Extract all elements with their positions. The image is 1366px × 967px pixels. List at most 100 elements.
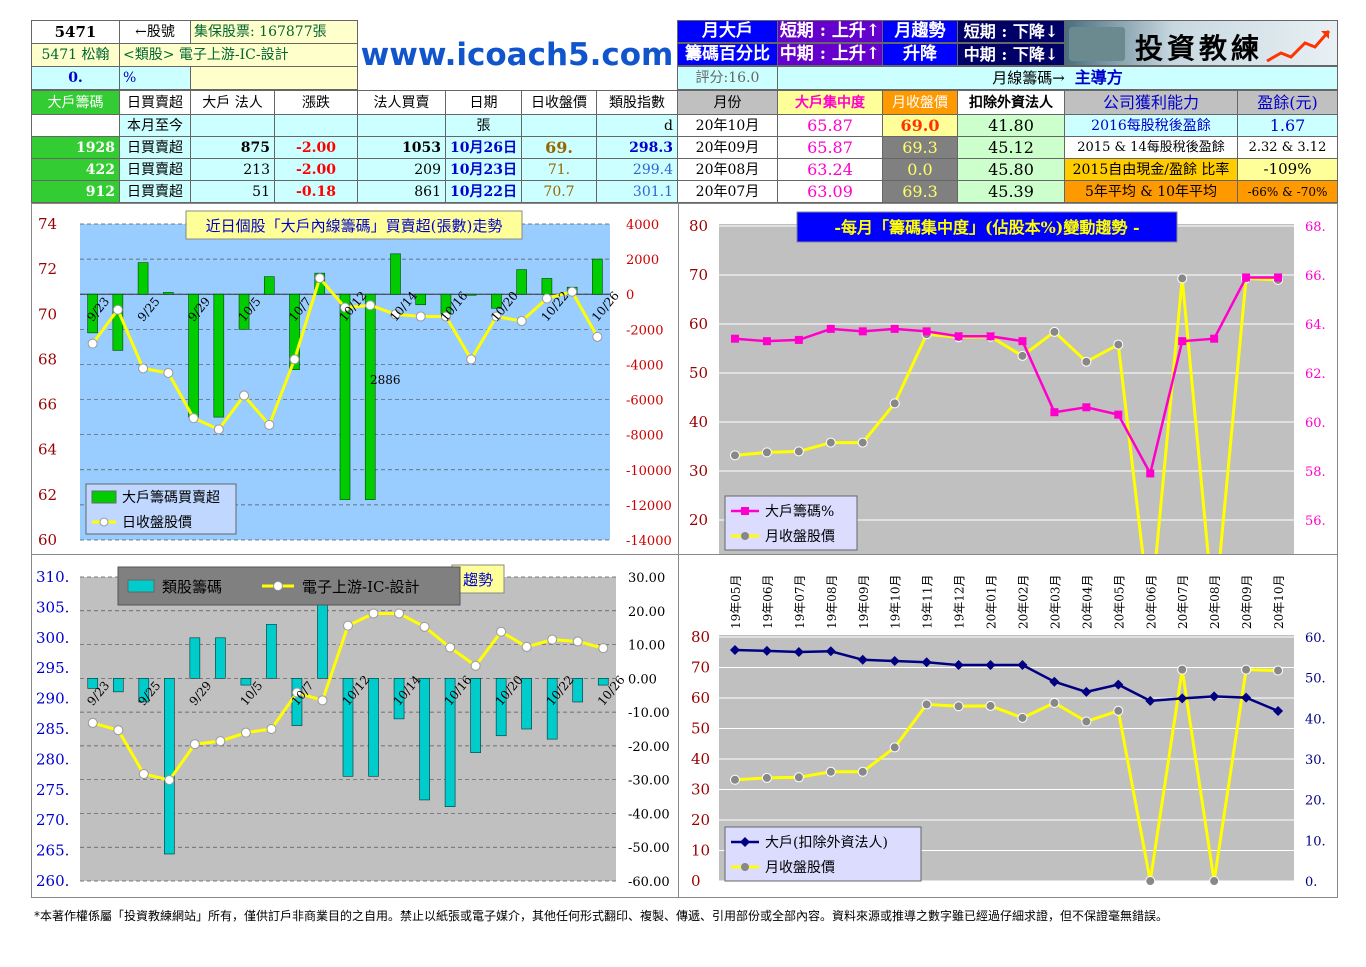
left-tick: 64 [38,441,57,459]
row-change: -2.00 [274,136,358,159]
price-point [415,311,426,322]
site-url[interactable]: www.icoach5.com [360,36,674,73]
price-line [734,668,1279,882]
logo-banner: 投資教練 [1064,20,1338,66]
sub-cell [521,114,597,137]
bar [470,678,481,753]
price-point [953,701,964,712]
price-point [1177,664,1188,675]
sub-d: d [596,114,678,137]
legend-label: 月收盤股價 [765,528,835,545]
price-point [1049,326,1060,337]
row-date: 10月23日 [445,158,522,181]
index-point [189,739,200,750]
price-point [87,338,98,349]
right-tick: 60. [1305,631,1326,646]
legend-marker [273,581,283,591]
profit-key: 2015自由現金/盈餘 比率 [1064,158,1238,181]
concentration-line [734,276,1279,477]
bar [238,293,250,330]
index-point [215,736,226,747]
legend-marker [741,532,749,540]
holder-point [1209,691,1220,702]
left-tick: 40 [691,750,710,768]
th-big-holder: 大戶籌碼 [31,90,120,115]
sub-cell [190,114,275,137]
conc-cell: 65.87 [777,114,883,137]
month-label: 20年06月 [1144,574,1158,629]
price-point [163,367,174,378]
row-close: 71. [521,158,597,181]
concentration-point [730,334,739,343]
row-date: 10月26日 [445,136,522,159]
right-tick: 60. [1305,416,1326,431]
left-tick: 30 [691,781,710,799]
left-tick: 30 [689,462,708,480]
right-tick: -20.00 [628,740,670,755]
holder-point [1113,679,1124,690]
left-tick: 50 [691,720,710,738]
index-point [572,636,583,647]
index-point [419,621,430,632]
bar [240,678,252,686]
concentration-point [954,332,963,341]
holder-point [761,645,772,656]
row-date: 10月22日 [445,180,522,203]
price-point [1049,697,1060,708]
month-label: 19年11月 [921,574,935,629]
left-tick: 50 [689,364,708,382]
month-trend-l1: 月趨勢 [882,20,958,43]
row-holder: 51 [190,180,275,203]
concentration-point [1242,273,1251,282]
index-point [87,717,98,728]
left-tick: 62 [38,486,57,504]
legend-label: 日收盤股價 [122,514,192,531]
holder-point [1017,660,1028,671]
holder-point [889,655,900,666]
holder-point [985,660,996,671]
holder-point [1273,706,1284,717]
index-point [266,724,277,734]
right-tick: -6000 [626,394,663,409]
price-point [516,316,527,327]
legend-marker [741,863,749,871]
sub-cell [274,114,358,137]
right-tick: 20. [1305,794,1326,809]
holder-point [1177,693,1188,704]
legend-box [91,490,117,504]
profit-key: 2016每股稅後盈餘 [1064,114,1238,137]
price-point [440,311,451,322]
chart4-svg: 19年05月 19年06月 19年07月 19年08月 19年09月 19年10月 19年1… [691,574,1326,890]
bar [393,678,405,720]
row-type: 日買賣超 [119,180,191,203]
concentration-point [826,324,835,333]
price-point [466,354,477,365]
row-index: 299.4 [596,158,678,181]
mclose-cell: 0.0 [882,158,958,181]
right-tick: 4000 [626,218,659,233]
left-tick: 66 [38,396,57,414]
legend-label: 月收盤股價 [765,859,835,876]
bar [521,678,532,730]
bar [266,623,277,679]
chart4-panel: 19年05月 19年06月 19年07月 19年08月 19年09月 19年10月 19年1… [678,554,1338,898]
legend-box [127,579,155,593]
chart3-panel: 9/23 9/25 9/29 10/5 10/7 10/12 10/14 10/16 10/20… [31,554,679,898]
index-point [547,634,558,645]
row-value: 422 [31,158,120,181]
conc-cell: 63.09 [777,180,883,203]
legend-marker [740,837,750,847]
left-tick: 265. [36,842,69,860]
right-tick: 30.00 [628,571,665,586]
th-eps: 盈餘(元) [1237,90,1338,115]
month-trend-l2: 升降 [882,43,958,66]
site-url-box[interactable]: www.icoach5.com [357,20,677,90]
holder-point [729,645,740,656]
price-point [1017,712,1028,723]
score: 評分:16.0 [677,66,778,90]
th-change: 漲跌 [274,90,358,115]
th-concentration: 大戶集中度 [777,90,883,115]
bar [112,293,124,351]
holder-point [857,654,868,665]
month-label: 19年06月 [761,574,775,629]
